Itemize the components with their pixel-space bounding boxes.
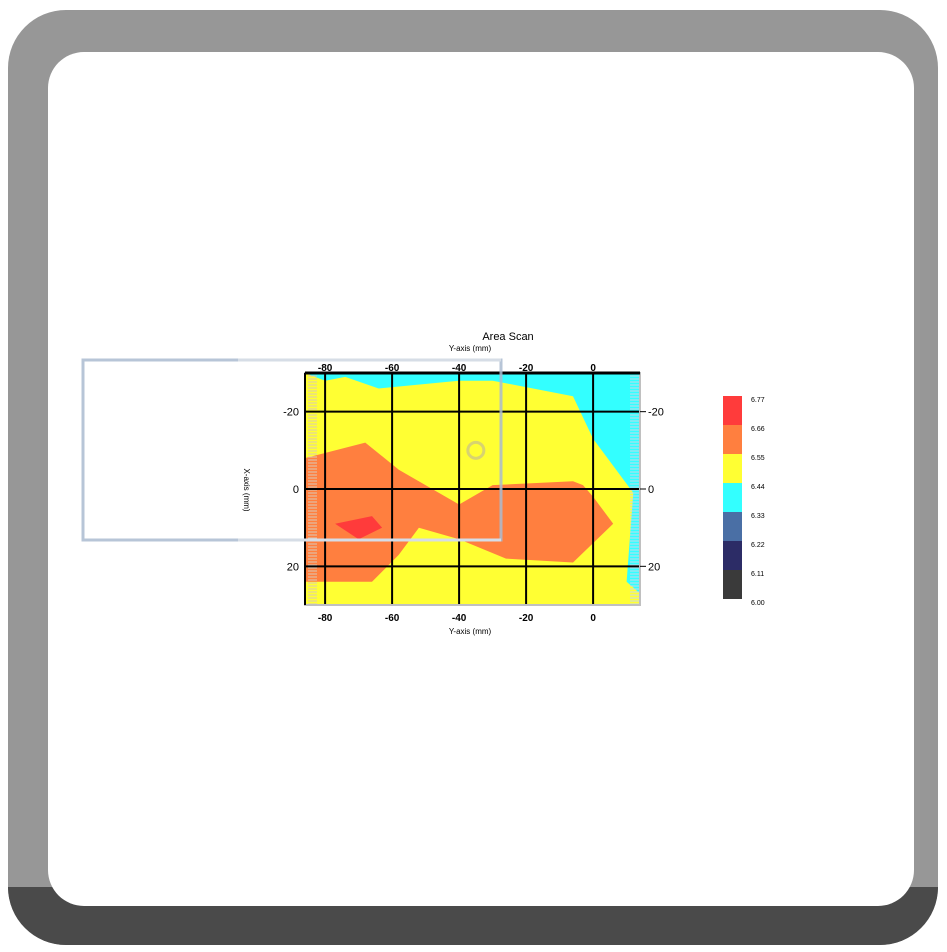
colorbar-label-7: 6.00: [751, 600, 765, 607]
y-tick-label-right-1: 0: [648, 484, 654, 496]
x-tick-label-top-3: -20: [519, 363, 534, 374]
y-axis-label: X-axis (mm): [242, 468, 251, 511]
device-frame: [8, 10, 938, 945]
heatmap-region-2: [335, 516, 383, 540]
x-tick-label-top-2: -40: [452, 363, 467, 374]
colorbar-label-3: 6.44: [751, 484, 765, 491]
chart-title: Area Scan: [482, 331, 533, 343]
x-tick-label-bottom-2: -40: [452, 613, 467, 624]
colorbar-label-6: 6.11: [751, 571, 764, 578]
x-tick-label-top-1: -60: [385, 363, 400, 374]
colorbar-segment-4: [723, 512, 742, 541]
y-tick-label-right-0: -20: [648, 407, 664, 419]
colorbar-segment-2: [723, 454, 742, 483]
colorbar-segment-0: [723, 396, 742, 425]
y-tick-label-right-2: 20: [648, 561, 660, 573]
colorbar-segment-5: [723, 541, 742, 570]
x-axis-label-top: Y-axis (mm): [449, 344, 492, 353]
colorbar-label-2: 6.55: [751, 455, 765, 462]
y-tick-label-left-1: 0: [293, 484, 299, 496]
colorbar-label-1: 6.66: [751, 426, 765, 433]
x-tick-label-top-0: -80: [318, 363, 333, 374]
colorbar-segment-6: [723, 570, 742, 599]
scan-position-marker: [466, 440, 486, 460]
x-tick-label-bottom-1: -60: [385, 613, 400, 624]
heatmap-region-0: [305, 373, 640, 594]
y-tick-label-left-2: 20: [287, 561, 299, 573]
colorbar-segment-1: [723, 425, 742, 454]
x-tick-label-bottom-4: 0: [590, 613, 596, 624]
colorbar-label-4: 6.33: [751, 513, 765, 520]
colorbar-label-0: 6.77: [751, 397, 765, 404]
colorbar-label-5: 6.22: [751, 542, 765, 549]
x-tick-label-bottom-3: -20: [519, 613, 534, 624]
x-tick-label-bottom-0: -80: [318, 613, 333, 624]
x-tick-label-top-4: 0: [590, 363, 596, 374]
x-axis-label-bottom: Y-axis (mm): [449, 627, 492, 636]
y-tick-label-left-0: -20: [283, 407, 299, 419]
colorbar-segment-3: [723, 483, 742, 512]
